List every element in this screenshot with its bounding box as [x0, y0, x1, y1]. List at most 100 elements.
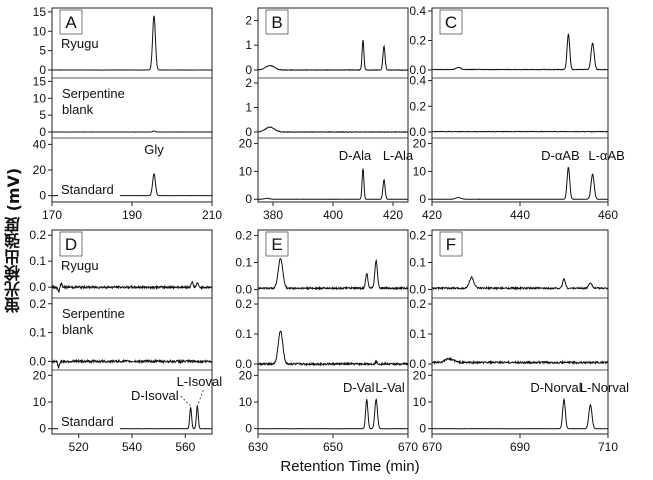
- chromatogram-trace: [257, 126, 408, 133]
- x-tick-label: 650: [323, 440, 343, 454]
- panel-frame: [257, 7, 409, 203]
- y-tick-label: 0.2: [409, 99, 426, 113]
- y-tick-label: 10: [413, 164, 427, 178]
- y-tick-label: 0.0: [29, 280, 46, 294]
- peak-label: D-Val: [343, 380, 375, 395]
- y-tick-label: 0.1: [235, 256, 252, 270]
- y-tick-label: 10: [33, 91, 47, 105]
- peak-label: L-Val: [375, 380, 404, 395]
- x-tick-label: 190: [122, 208, 142, 222]
- chromatogram-trace: [257, 330, 409, 367]
- y-tick-label: 0.0: [409, 357, 426, 371]
- y-tick-label: 2: [245, 13, 252, 27]
- y-tick-label: 20: [33, 368, 47, 382]
- peak-label: D-Ala: [339, 148, 372, 163]
- y-tick-label: 0.1: [29, 326, 46, 340]
- y-tick-label: 20: [413, 137, 427, 151]
- trace-label: blank: [62, 102, 94, 117]
- y-tick-label: 0.2: [235, 297, 252, 311]
- panel-letter-box: [59, 9, 83, 35]
- x-tick-label: 710: [598, 440, 618, 454]
- trace-label: Standard: [61, 182, 114, 197]
- x-tick-label: 170: [42, 208, 62, 222]
- y-tick-label: 0.0: [409, 283, 426, 297]
- panel-letter-box: [439, 9, 463, 35]
- y-tick-label: 40: [33, 137, 47, 151]
- chromatogram-trace: [431, 166, 608, 200]
- y-tick-label: 0: [419, 422, 426, 436]
- peak-label: L-αAB: [588, 148, 624, 163]
- y-tick-label: 15: [33, 74, 47, 88]
- chromatogram-trace: [257, 40, 409, 72]
- y-tick-label: 20: [33, 163, 47, 177]
- y-tick-label: 0.1: [29, 254, 46, 268]
- x-tick-label: 670: [422, 440, 442, 454]
- panel-letter: D: [65, 235, 77, 254]
- chromatogram-trace: [51, 130, 213, 133]
- panel-letter: A: [65, 13, 77, 32]
- x-tick-label: 210: [202, 208, 222, 222]
- trace-label-bg: [58, 182, 120, 198]
- chromatogram-trace: [431, 130, 609, 133]
- panel-letter: B: [271, 13, 282, 32]
- y-tick-label: 15: [33, 5, 47, 19]
- panel-frame: [431, 7, 609, 203]
- y-tick-label: 0.0: [409, 125, 426, 139]
- panel-letter-box: [265, 9, 289, 35]
- y-tick-label: 0.2: [409, 33, 426, 47]
- y-tick-label: 0.1: [409, 256, 426, 270]
- x-tick-label: 520: [69, 440, 89, 454]
- y-tick-label: 0: [39, 63, 46, 77]
- y-tick-label: 0.4: [409, 74, 426, 88]
- panel-letter: C: [445, 13, 457, 32]
- chart-panel-f: F0.00.10.20.00.10.201020D-NorvalL-Norval…: [409, 228, 629, 454]
- annotation-leader: [180, 395, 191, 407]
- peak-label: L-Ala: [383, 148, 414, 163]
- peak-label: Gly: [144, 142, 164, 157]
- y-tick-label: 0.0: [235, 357, 252, 371]
- y-tick-label: 0.2: [409, 297, 426, 311]
- chromatogram-trace: [431, 356, 609, 366]
- trace-label: Ryugu: [61, 258, 99, 273]
- trace-label: Ryugu: [61, 36, 99, 51]
- panel-frame: [431, 229, 609, 435]
- trace-label: Serpentine: [62, 306, 125, 321]
- panel-letter: F: [446, 235, 456, 254]
- x-tick-label: 630: [248, 440, 268, 454]
- chromatogram-trace: [257, 168, 409, 200]
- x-tick-label: 690: [510, 440, 530, 454]
- trace-label: blank: [62, 322, 94, 337]
- y-tick-label: 5: [39, 108, 46, 122]
- trace-label: Serpentine: [62, 86, 125, 101]
- x-tick-label: 540: [122, 440, 142, 454]
- y-tick-label: 0.0: [235, 283, 252, 297]
- y-tick-label: 0.0: [409, 63, 426, 77]
- y-tick-label: 2: [245, 76, 252, 90]
- y-tick-label: 0.0: [29, 354, 46, 368]
- y-tick-label: 10: [239, 395, 253, 409]
- x-tick-label: 670: [398, 440, 418, 454]
- x-tick-label: 420: [422, 208, 442, 222]
- x-tick-label: 420: [383, 208, 403, 222]
- chromatogram-trace: [431, 397, 609, 430]
- x-tick-label: 460: [598, 208, 618, 222]
- y-tick-label: 0.2: [29, 228, 46, 242]
- y-tick-label: 0: [39, 125, 46, 139]
- y-tick-label: 0: [245, 125, 252, 139]
- y-tick-label: 0.2: [409, 228, 426, 242]
- chromatogram-trace: [431, 33, 609, 71]
- y-tick-label: 10: [239, 164, 253, 178]
- peak-label: D-Isoval: [131, 388, 179, 403]
- y-tick-label: 0: [245, 192, 252, 206]
- y-tick-label: 0.1: [235, 327, 252, 341]
- y-tick-label: 1: [245, 38, 252, 52]
- y-tick-label: 5: [39, 44, 46, 58]
- y-tick-label: 20: [413, 368, 427, 382]
- y-tick-label: 0: [245, 422, 252, 436]
- x-tick-label: 380: [263, 208, 283, 222]
- chromatogram-trace: [51, 358, 213, 369]
- annotation-leader: [196, 389, 204, 407]
